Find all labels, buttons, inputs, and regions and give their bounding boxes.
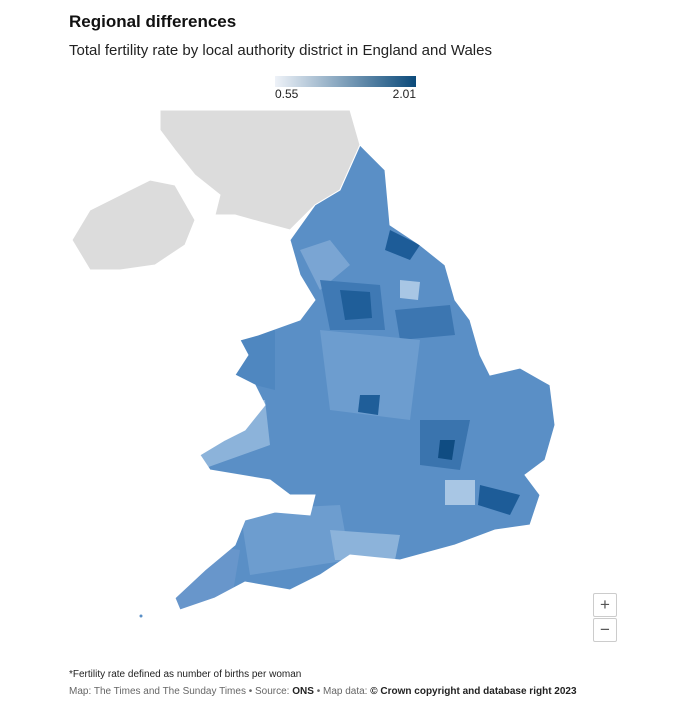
- legend-min: 0.55: [275, 87, 299, 101]
- title: Regional differences: [69, 12, 237, 31]
- zoom-in[interactable]: +: [593, 593, 617, 617]
- legend-bar: [275, 76, 416, 87]
- legend-max: 2.01: [393, 87, 417, 101]
- ireland: [71, 179, 196, 271]
- scilly: [139, 614, 143, 618]
- copyright: © Crown copyright and database right 202…: [370, 686, 577, 697]
- subtitle: Total fertility rate by local authority …: [69, 42, 492, 59]
- map-data-label: • Map data:: [316, 686, 368, 697]
- credit-line: Map: The Times and The Sunday Times • So…: [69, 686, 577, 697]
- footnote: *Fertility rate defined as number of bir…: [69, 669, 302, 680]
- zoom-out[interactable]: −: [593, 618, 617, 642]
- source: ONS: [292, 686, 314, 697]
- credit: Map: The Times and The Sunday Times • So…: [69, 686, 290, 697]
- england-wales: [175, 145, 555, 610]
- map: 0.55 2.01: [71, 76, 556, 618]
